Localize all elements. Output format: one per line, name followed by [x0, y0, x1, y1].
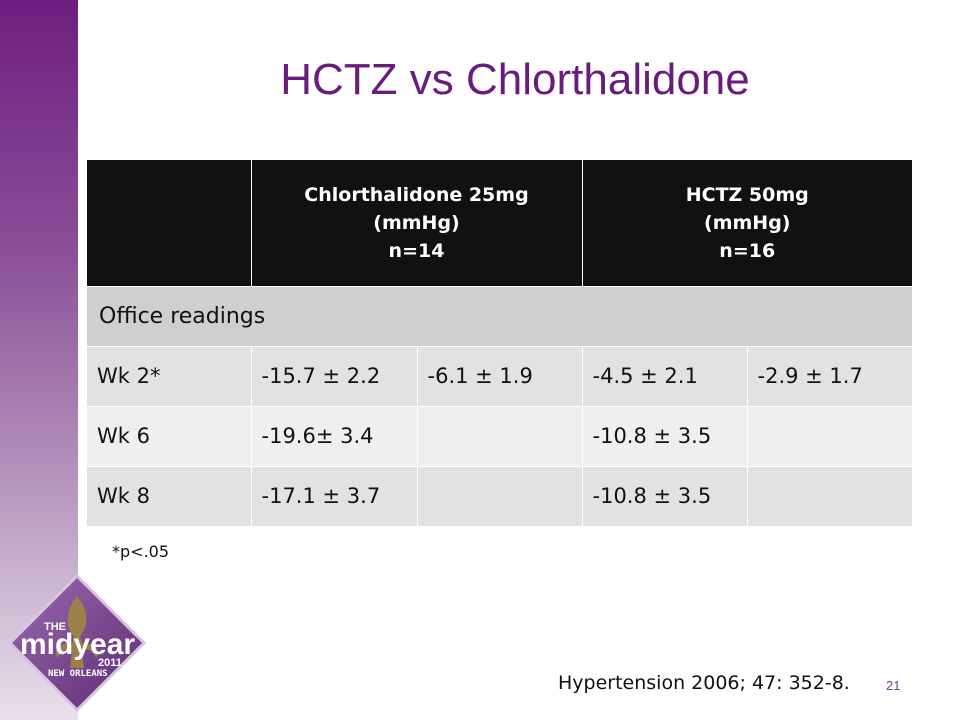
header-hctz-line3: n=16 [719, 239, 776, 262]
header-chlorthalidone-line1: Chlorthalidone 25mg [304, 183, 529, 206]
row-label: Wk 6 [87, 405, 252, 466]
table-cell [417, 405, 583, 466]
table-cell [417, 465, 583, 526]
header-chlorthalidone: Chlorthalidone 25mg (mmHg) n=14 [251, 160, 583, 286]
table-cell: -10.8 ± 3.5 [582, 465, 748, 526]
table-cell: -10.8 ± 3.5 [582, 405, 748, 466]
table-row: Wk 2* -15.7 ± 2.2 -6.1 ± 1.9 -4.5 ± 2.1 … [87, 345, 912, 406]
midyear-2011-logo: THE midyear 2011 NEW ORLEANS [7, 573, 147, 713]
header-hctz-line1: HCTZ 50mg [685, 183, 809, 206]
significance-footnote: *p<.05 [112, 542, 170, 561]
slide-title: HCTZ vs Chlorthalidone [280, 55, 750, 104]
citation-text: Hypertension 2006; 47: 352-8. [558, 672, 850, 694]
results-table: Chlorthalidone 25mg (mmHg) n=14 HCTZ 50m… [87, 160, 912, 526]
table-cell: -4.5 ± 2.1 [582, 345, 748, 406]
table-cell [747, 405, 912, 466]
header-chlorthalidone-line3: n=14 [388, 239, 445, 262]
table-header-row: Chlorthalidone 25mg (mmHg) n=14 HCTZ 50m… [87, 160, 912, 286]
table-row: Wk 8 -17.1 ± 3.7 -10.8 ± 3.5 [87, 465, 912, 526]
fleur-de-lis-icon [55, 596, 99, 668]
table-cell: -2.9 ± 1.7 [747, 345, 912, 406]
row-label: Wk 8 [87, 465, 252, 526]
header-hctz: HCTZ 50mg (mmHg) n=16 [582, 160, 912, 286]
table-cell [747, 465, 912, 526]
section-label: Office readings [87, 285, 912, 346]
header-hctz-line2: (mmHg) [704, 211, 791, 234]
table-cell: -15.7 ± 2.2 [251, 345, 418, 406]
table-cell: -17.1 ± 3.7 [251, 465, 418, 526]
logo-text-the: THE [44, 621, 66, 633]
row-label: Wk 2* [87, 345, 252, 406]
page-number: 21 [886, 678, 901, 693]
table-cell: -6.1 ± 1.9 [417, 345, 583, 406]
logo-text-midyear: midyear [20, 628, 135, 661]
header-blank-cell [87, 160, 252, 286]
logo-text-year: 2011 [98, 657, 122, 669]
table-cell: -19.6± 3.4 [251, 405, 418, 466]
table-row: Wk 6 -19.6± 3.4 -10.8 ± 3.5 [87, 405, 912, 466]
section-row: Office readings [87, 285, 912, 346]
header-chlorthalidone-line2: (mmHg) [373, 211, 460, 234]
logo-text-new-orleans: NEW ORLEANS [48, 669, 108, 679]
